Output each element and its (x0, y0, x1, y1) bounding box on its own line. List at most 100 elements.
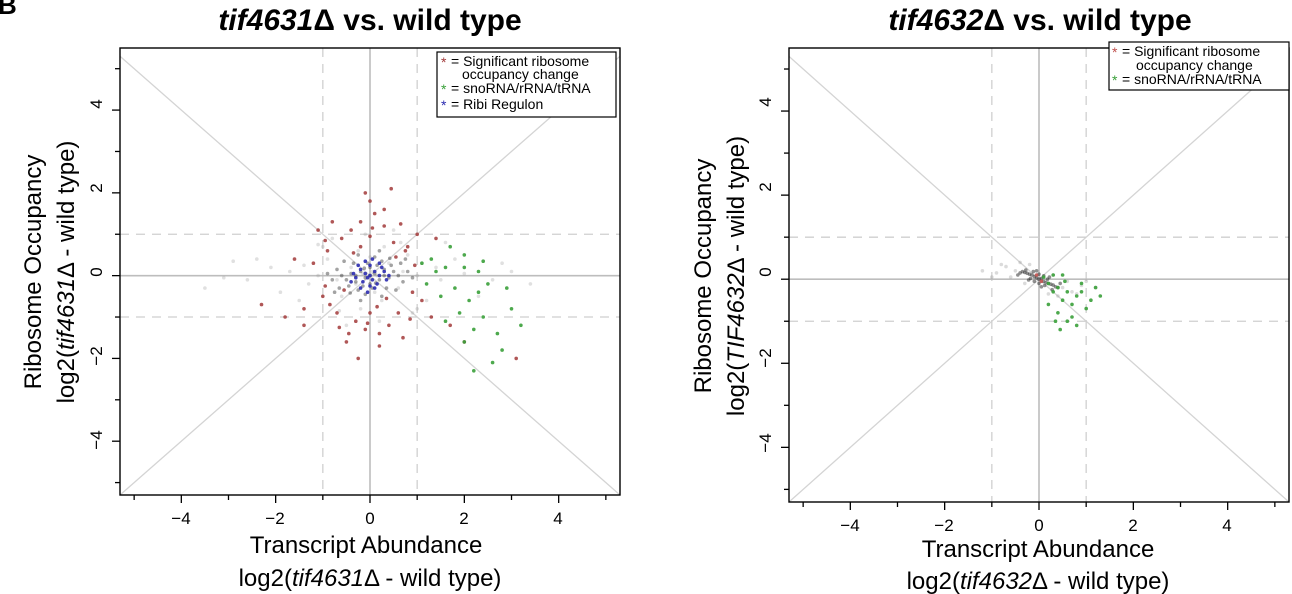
data-point (1051, 273, 1055, 277)
data-point (495, 331, 500, 336)
right-y-tick-label: 2 (756, 182, 775, 191)
data-point (351, 271, 356, 276)
left-y-tick-label: 4 (87, 99, 106, 108)
data-point (1039, 279, 1044, 284)
data-point (439, 278, 443, 282)
data-point (462, 253, 467, 257)
data-point (363, 271, 368, 276)
data-point (429, 257, 434, 261)
data-point (1023, 281, 1027, 286)
data-point (337, 309, 342, 313)
data-point (424, 298, 429, 303)
data-point (387, 261, 391, 266)
data-point (365, 321, 370, 326)
right-x-axis-sublabel: log2(tif4632Δ - wild type) (907, 568, 1170, 594)
data-point (1056, 311, 1060, 315)
data-point (358, 220, 363, 224)
data-point (472, 327, 476, 332)
data-point (372, 211, 377, 216)
right-y-axis-label: Ribosome Occupancy (690, 159, 717, 394)
data-point (351, 261, 356, 266)
data-point (363, 327, 368, 332)
data-point (347, 331, 351, 336)
data-point (424, 282, 429, 286)
data-point (328, 302, 332, 307)
data-point (1037, 281, 1041, 286)
left-legend-label-significant-line2: occupancy change (462, 66, 579, 82)
data-point (347, 284, 351, 288)
left-legend-box (436, 51, 617, 118)
data-point (363, 232, 368, 237)
left-panel: tif4631Δ vs. wild type −4 −2 0 2 4 −4 −2… (20, 4, 621, 592)
data-point (434, 269, 438, 274)
data-point (377, 319, 382, 324)
data-point (363, 191, 368, 195)
right-x-tick-label: −4 (840, 516, 859, 535)
data-point (1051, 290, 1055, 294)
data-point (1034, 269, 1039, 273)
data-point (980, 269, 985, 273)
data-point (332, 290, 337, 295)
data-point (1070, 302, 1074, 307)
data-point (396, 273, 401, 278)
data-point (1058, 281, 1062, 286)
data-point (396, 286, 401, 290)
data-point (362, 266, 367, 271)
data-point (356, 263, 361, 268)
data-point (429, 315, 434, 319)
data-point (1060, 285, 1065, 290)
data-point (1070, 290, 1074, 294)
right-data-points (980, 260, 1103, 332)
data-point (405, 244, 410, 249)
data-point (389, 186, 394, 191)
data-point (1084, 279, 1088, 284)
data-point (358, 286, 363, 290)
data-point (382, 273, 387, 278)
data-point (372, 269, 377, 274)
right-x-tick-label: 2 (1128, 516, 1137, 535)
data-point (348, 291, 353, 295)
data-point (990, 275, 994, 279)
data-point (370, 278, 375, 282)
data-point (1032, 279, 1037, 284)
right-x-tick-label: 4 (1222, 516, 1231, 535)
data-point (415, 232, 420, 237)
data-point (269, 265, 273, 270)
data-point (292, 257, 297, 261)
data-point (377, 278, 382, 282)
data-point (1089, 298, 1093, 303)
left-x-tick-label: 0 (365, 509, 374, 528)
data-point (358, 244, 363, 249)
data-point (335, 278, 339, 282)
data-point (361, 280, 365, 284)
right-legend-label-significant: = Significant ribosome (1122, 43, 1260, 59)
data-point (323, 238, 328, 243)
data-point (1016, 273, 1020, 277)
data-point (325, 249, 330, 253)
left-y-axis-label: Ribosome Occupancy (20, 155, 47, 390)
data-point (354, 319, 358, 324)
data-point (509, 269, 514, 274)
left-legend: * = Significant ribosome occupancy chang… (436, 51, 617, 118)
left-legend-label-ribi: = Ribi Regulon (451, 96, 543, 112)
right-x-axis-label: Transcript Abundance (922, 536, 1155, 563)
data-point (1024, 268, 1028, 272)
data-point (387, 273, 391, 278)
left-y-ticks (112, 68, 120, 484)
left-reference-lines (120, 48, 620, 495)
data-point (403, 249, 408, 253)
data-point (344, 278, 349, 282)
data-point (316, 242, 320, 247)
data-point (443, 240, 448, 245)
data-point (1056, 294, 1060, 298)
data-point (420, 261, 424, 266)
data-point (1070, 315, 1074, 319)
data-point (514, 356, 518, 361)
data-point (394, 288, 398, 292)
data-point (377, 261, 382, 266)
data-point (380, 265, 384, 270)
data-point (481, 259, 486, 264)
data-point (382, 207, 387, 212)
right-y-tick-label: 4 (756, 97, 775, 106)
data-point (356, 253, 361, 257)
